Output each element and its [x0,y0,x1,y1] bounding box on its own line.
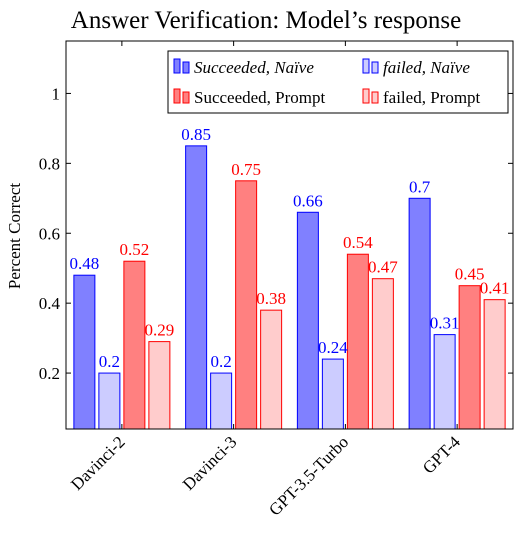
y-tick-label: 0.4 [39,294,61,313]
bar-succeeded-na-ve-gpt-3-5-turbo [296,211,319,430]
bar-failed-prompt-davinci-2 [148,341,171,430]
legend-swatch-succeeded-na-ve [182,61,190,74]
x-tick-label-davinci-3: Davinci-3 [179,432,241,494]
data-label-failed-na-ve-davinci-3: 0.2 [211,352,232,371]
bar-failed-prompt-gpt-4 [483,299,506,430]
y-tick-label: 1 [52,84,61,103]
bar-succeeded-na-ve-davinci-3 [185,145,208,430]
y-tick-label: 0.8 [39,154,60,173]
legend-label-failed-na-ve: failed, Naïve [383,58,470,77]
bar-succeeded-na-ve-gpt-4 [408,197,431,430]
y-axis-label: Percent Correct [5,183,24,289]
bar-failed-prompt-davinci-3 [260,309,283,430]
data-label-failed-na-ve-gpt-3-5-turbo: 0.24 [318,338,348,357]
data-label-succeeded-prompt-gpt-3-5-turbo: 0.54 [343,233,373,252]
data-label-succeeded-prompt-davinci-2: 0.52 [120,240,150,259]
data-label-failed-prompt-gpt-4: 0.41 [480,279,510,298]
data-label-succeeded-na-ve-gpt-3-5-turbo: 0.66 [293,191,323,210]
chart-title: Answer Verification: Model’s response [71,7,461,34]
legend-swatch-succeeded-prompt [182,91,190,104]
bar-succeeded-prompt-gpt-4 [458,285,481,430]
legend-label-succeeded-prompt: Succeeded, Prompt [194,88,326,107]
data-label-failed-prompt-davinci-3: 0.38 [256,289,286,308]
data-label-succeeded-prompt-davinci-3: 0.75 [231,160,261,179]
legend-swatch-failed-prompt [371,91,379,104]
data-label-succeeded-na-ve-davinci-3: 0.85 [181,125,211,144]
legend-label-failed-prompt: failed, Prompt [383,88,481,107]
bar-failed-prompt-gpt-3-5-turbo [371,278,394,430]
data-label-failed-na-ve-gpt-4: 0.31 [430,314,460,333]
y-tick-label: 0.2 [39,364,60,383]
data-label-failed-prompt-gpt-3-5-turbo: 0.47 [368,258,398,277]
bar-failed-na-ve-gpt-3-5-turbo [321,358,344,430]
bar-failed-na-ve-davinci-2 [98,372,121,430]
legend-swatch-failed-na-ve [371,61,379,74]
x-tick-label-gpt-4: GPT-4 [419,432,464,477]
bar-succeeded-prompt-davinci-2 [123,260,146,430]
data-label-succeeded-prompt-gpt-4: 0.45 [455,265,485,284]
legend-box [167,50,509,114]
bar-succeeded-prompt-gpt-3-5-turbo [346,253,369,430]
legend-swatch-failed-prompt [362,88,370,104]
bar-failed-na-ve-gpt-4 [433,334,456,430]
plot-area-frame [65,40,514,430]
legend: Succeeded, Naïve failed, Naïve Succeeded, … [167,50,509,114]
legend-swatch-succeeded-na-ve [173,58,181,74]
bar-succeeded-na-ve-davinci-2 [73,274,96,430]
y-tick-label: 0.6 [39,224,60,243]
legend-swatch-succeeded-prompt [173,88,181,104]
legend-label-succeeded-na-ve: Succeeded, Naïve [194,58,314,77]
x-tick-label-gpt-3-5-turbo: GPT-3.5-Turbo [265,432,352,519]
data-label-failed-prompt-davinci-2: 0.29 [145,321,175,340]
bar-succeeded-prompt-davinci-3 [235,180,258,430]
data-label-succeeded-na-ve-davinci-2: 0.48 [70,254,100,273]
data-label-failed-na-ve-davinci-2: 0.2 [99,352,120,371]
legend-swatch-failed-na-ve [362,58,370,74]
x-tick-label-davinci-2: Davinci-2 [67,432,129,494]
data-label-succeeded-na-ve-gpt-4: 0.7 [409,177,431,196]
bar-failed-na-ve-davinci-3 [210,372,233,430]
